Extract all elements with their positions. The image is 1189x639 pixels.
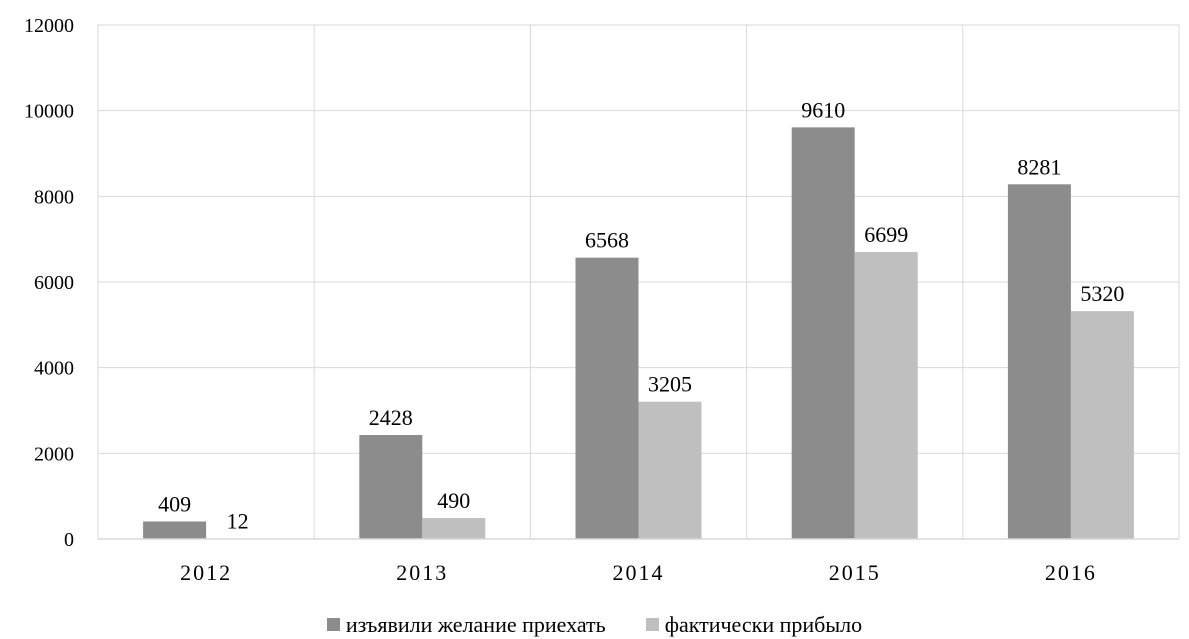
x-tick-label: 2015 xyxy=(829,560,881,585)
data-label-series-1-2013: 2428 xyxy=(369,405,413,430)
data-label-series-1-2014: 6568 xyxy=(585,228,629,253)
legend-swatch-series-1 xyxy=(326,618,340,631)
legend-item-series-2: фактически прибыло xyxy=(645,611,863,638)
data-label-series-2-2013: 490 xyxy=(437,488,470,513)
data-label-series-2-2012: 12 xyxy=(227,508,249,533)
bar-series-1-2015 xyxy=(791,127,855,539)
data-label-series-1-2012: 409 xyxy=(158,491,191,516)
chart-plot: 409 12 2428 490 6568 3205 9610 6699 8281 5320 0 20… xyxy=(24,15,1180,585)
bar-series-2-2015 xyxy=(854,252,918,539)
bar-series-1-2012 xyxy=(143,521,207,539)
bar-series-1-2014 xyxy=(575,257,639,539)
data-label-series-1-2015: 9610 xyxy=(801,97,845,122)
data-label-series-2-2016: 5320 xyxy=(1080,281,1124,306)
x-tick-label: 2014 xyxy=(613,560,665,585)
legend-item-series-1: изъявили желание приехать xyxy=(326,611,606,638)
y-tick-label: 12000 xyxy=(24,15,74,37)
x-tick-label: 2016 xyxy=(1045,560,1097,585)
y-tick-label: 8000 xyxy=(34,186,74,208)
x-tick-label: 2013 xyxy=(396,560,448,585)
data-label-series-1-2016: 8281 xyxy=(1017,154,1061,179)
data-label-series-2-2014: 3205 xyxy=(648,372,692,397)
bar-series-2-2013 xyxy=(422,518,486,539)
y-tick-label: 4000 xyxy=(34,358,74,380)
legend-label-series-2: фактически прибыло xyxy=(664,611,863,637)
bar-series-2-2014 xyxy=(638,401,702,539)
legend: изъявили желание приехать фактически при… xyxy=(0,610,1189,639)
y-tick-label: 2000 xyxy=(34,443,74,465)
legend-label-series-1: изъявили желание приехать xyxy=(345,611,606,637)
bar-series-2-2016 xyxy=(1070,311,1134,539)
bar-series-1-2016 xyxy=(1007,184,1071,539)
y-tick-label: 0 xyxy=(64,529,74,551)
data-label-series-2-2015: 6699 xyxy=(864,222,908,247)
y-tick-label: 6000 xyxy=(34,272,74,294)
bar-series-1-2013 xyxy=(359,435,423,539)
y-tick-label: 10000 xyxy=(24,101,74,123)
x-tick-label: 2012 xyxy=(180,560,232,585)
legend-swatch-series-2 xyxy=(645,618,659,631)
